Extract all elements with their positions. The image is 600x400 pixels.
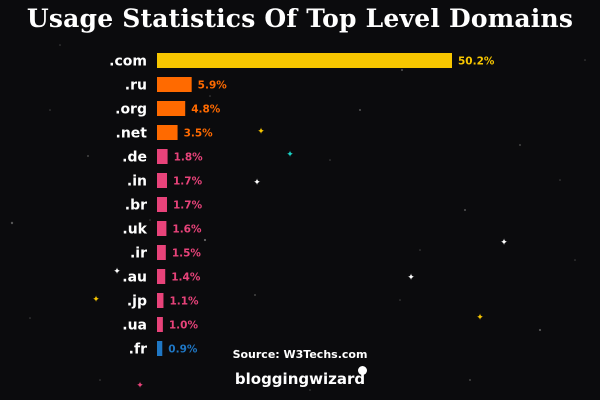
- sparkle-icon: ✦: [253, 178, 261, 188]
- star-dot: [464, 209, 466, 211]
- bar: [157, 53, 452, 68]
- star-dot: [209, 95, 211, 97]
- star-dot: [149, 219, 151, 221]
- bars-group: .com 50.2% .ru 5.9% .org 4.8% .net 3.5% .de 1.8%.…: [109, 53, 495, 358]
- sparkle-icon: ✦: [286, 150, 294, 160]
- category-label: .org: [115, 102, 147, 118]
- bar: [157, 77, 192, 92]
- bar: [157, 101, 186, 116]
- brand-logo-mark: [358, 366, 367, 375]
- sparkle-icon: ✦: [113, 267, 121, 277]
- star-dot: [235, 349, 237, 351]
- category-label: .uk: [122, 222, 147, 238]
- star-dot: [10, 221, 14, 225]
- star-background: ✦ ✦ ✦ ✦ ✦ ✦ ✦ ✦ ✦: [10, 44, 586, 391]
- sparkle-icon: ✦: [92, 295, 100, 305]
- bar: [157, 197, 167, 212]
- bar: [157, 341, 163, 356]
- star-dot: [309, 389, 311, 391]
- star-dot: [401, 69, 403, 71]
- category-label: .com: [109, 54, 147, 70]
- value-label: 1.6%: [172, 224, 202, 236]
- bar: [157, 293, 164, 308]
- star-dot: [469, 379, 471, 381]
- value-label: 5.9%: [198, 80, 228, 92]
- chart-title: Usage Statistics Of Top Level Domains: [26, 4, 574, 33]
- star-dot: [49, 109, 51, 111]
- sparkle-icon: ✦: [136, 381, 144, 391]
- sparkle-icon: ✦: [257, 127, 265, 137]
- value-label: 0.9%: [168, 344, 198, 356]
- category-label: .br: [125, 198, 147, 214]
- sparkle-icon: ✦: [407, 273, 415, 283]
- value-label: 1.7%: [173, 200, 203, 212]
- value-label: 50.2%: [458, 56, 495, 68]
- bar: [157, 125, 178, 140]
- value-label: 1.5%: [172, 248, 202, 260]
- star-dot: [559, 179, 561, 181]
- category-label: .ru: [125, 78, 147, 94]
- value-label: 1.7%: [173, 176, 203, 188]
- value-label: 1.0%: [169, 320, 199, 332]
- category-label: .in: [127, 174, 147, 190]
- source-note: Source: W3Techs.com: [232, 348, 368, 361]
- bar: [157, 149, 168, 164]
- star-dot: [99, 379, 101, 381]
- value-label: 1.1%: [169, 296, 199, 308]
- bar: [157, 221, 167, 236]
- category-label: .ir: [130, 246, 147, 262]
- value-label: 1.8%: [174, 152, 204, 164]
- category-label: .jp: [127, 294, 147, 310]
- star-dot: [87, 155, 89, 157]
- star-dot: [519, 144, 521, 146]
- star-dot: [399, 299, 401, 301]
- category-label: .au: [122, 270, 147, 286]
- star-dot: [538, 328, 542, 332]
- star-dot: [203, 238, 207, 242]
- star-dot: [584, 59, 586, 61]
- value-label: 1.4%: [171, 272, 201, 284]
- value-label: 3.5%: [184, 128, 214, 140]
- bar: [157, 269, 166, 284]
- brand-logo: bloggingwizard: [234, 370, 366, 388]
- category-label: .de: [122, 150, 147, 166]
- star-dot: [29, 317, 31, 319]
- star-dot: [59, 44, 61, 46]
- star-dot: [329, 159, 331, 161]
- bar: [157, 317, 163, 332]
- sparkle-icon: ✦: [476, 313, 484, 323]
- star-dot: [574, 259, 576, 261]
- category-label: .ua: [122, 318, 147, 334]
- star-dot: [254, 294, 256, 296]
- star-dot: [359, 109, 361, 111]
- bar: [157, 173, 167, 188]
- star-dot: [419, 249, 421, 251]
- value-label: 4.8%: [191, 104, 221, 116]
- category-label: .net: [116, 126, 148, 142]
- sparkle-icon: ✦: [500, 238, 508, 248]
- bar: [157, 245, 166, 260]
- category-label: .fr: [129, 342, 147, 358]
